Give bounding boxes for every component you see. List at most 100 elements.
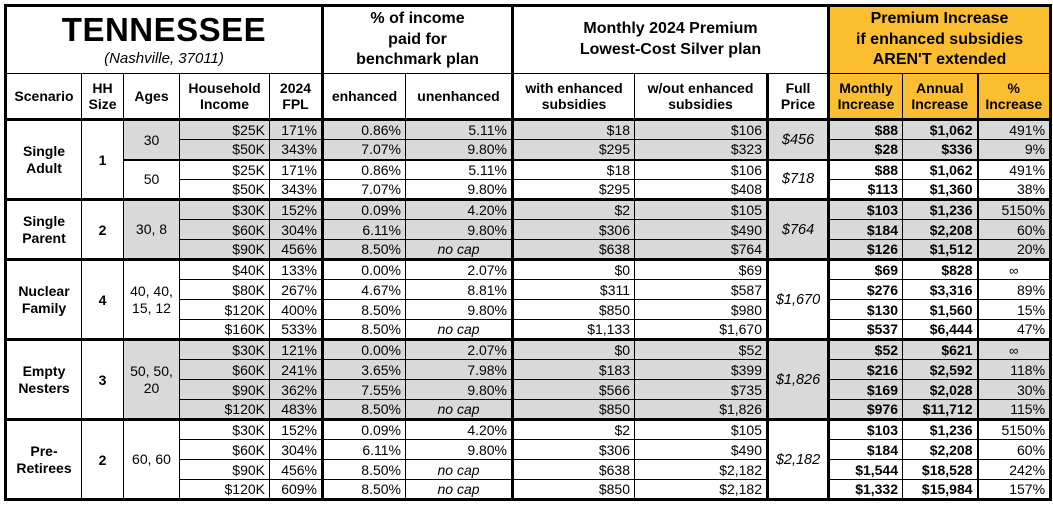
cell-enhanced: 8.50%	[321, 299, 406, 320]
col-header-pct-increase: % Increase	[976, 73, 1052, 121]
cell-annual: $2,208	[902, 219, 979, 240]
full-price: $1,670	[766, 258, 830, 340]
col-header-unenhanced: unenhanced	[404, 73, 514, 121]
cell-enhanced: 0.00%	[321, 258, 406, 280]
cell-monthly: $69	[827, 258, 904, 280]
table-row: 50 $25K 171% 0.86% 5.11% $18 $106 $718 $88 $1,062…	[6, 158, 1052, 200]
group-header-premium: Monthly 2024 Premium Lowest-Cost Silver …	[511, 5, 830, 74]
table-row: $120K 609% 8.50% no cap $850 $2,182 $1,332 $15,…	[6, 479, 1052, 500]
cell-pct: 20%	[976, 239, 1052, 260]
cell-enhanced: 8.50%	[321, 399, 406, 420]
cell-pct: 89%	[976, 279, 1052, 300]
cell-fpl: 456%	[269, 239, 323, 260]
col-header-annual-increase: Annual Increase	[902, 73, 979, 121]
table-row: Empty Nesters 3 50, 50, 20 $30K 121% 0.00% 2.0…	[5, 338, 1052, 420]
cell-unenhanced: 4.20%	[404, 418, 514, 440]
cell-income: $30K	[179, 198, 270, 220]
cell-with_sub: $0	[511, 258, 636, 280]
cell-with_sub: $183	[511, 359, 636, 380]
cell-unenhanced: no cap	[404, 479, 514, 500]
cell-monthly: $276	[827, 279, 904, 300]
col-header-ages: Ages	[123, 73, 180, 121]
scenario-name: Pre- Retirees	[5, 418, 82, 500]
cell-income: $80K	[179, 279, 270, 300]
cell-income: $50K	[179, 179, 270, 200]
col-header-household-income: Household Income	[179, 73, 270, 121]
cell-annual: $1,236	[902, 198, 979, 220]
cell-income: $25K	[179, 118, 270, 140]
cell-unenhanced: 9.80%	[404, 439, 514, 460]
cell-fpl: 171%	[269, 158, 323, 180]
scenario-name: Single Parent	[5, 198, 82, 260]
cell-fpl: 121%	[269, 338, 323, 360]
cell-monthly: $88	[827, 158, 904, 180]
cell-enhanced: 8.50%	[321, 319, 406, 340]
group-header-increase: Premium Increase if enhanced subsidies A…	[827, 5, 1052, 74]
cell-income: $120K	[179, 479, 270, 500]
cell-unenhanced: 5.11%	[404, 118, 514, 140]
cell-monthly: $126	[827, 239, 904, 260]
cell-wout_sub: $587	[634, 279, 769, 300]
cell-fpl: 171%	[269, 118, 323, 140]
cell-unenhanced: 2.07%	[404, 258, 514, 280]
table-row: $160K 533% 8.50% no cap $1,133 $1,670 $537 $6,4…	[6, 319, 1052, 340]
cell-annual: $1,360	[902, 179, 979, 200]
cell-with_sub: $850	[511, 299, 636, 320]
ages: 40, 40, 15, 12	[123, 258, 180, 340]
cell-wout_sub: $490	[634, 219, 769, 240]
cell-fpl: 343%	[269, 139, 323, 160]
cell-unenhanced: 8.81%	[404, 279, 514, 300]
table-row: $120K 483% 8.50% no cap $850 $1,826 $976 $11,71…	[6, 399, 1052, 420]
cell-unenhanced: no cap	[404, 239, 514, 260]
cell-income: $40K	[179, 258, 270, 280]
cell-with_sub: $18	[511, 118, 636, 140]
cell-income: $25K	[179, 158, 270, 180]
cell-annual: $18,528	[902, 459, 979, 480]
hh-size: 2	[81, 198, 124, 260]
full-price: $764	[766, 198, 830, 260]
cell-monthly: $184	[827, 439, 904, 460]
cell-pct: 38%	[976, 179, 1052, 200]
cell-pct: 157%	[976, 479, 1052, 500]
cell-enhanced: 8.50%	[321, 239, 406, 260]
cell-fpl: 343%	[269, 179, 323, 200]
cell-wout_sub: $106	[634, 118, 769, 140]
hh-size: 2	[81, 418, 124, 500]
col-header-enhanced: enhanced	[321, 73, 406, 121]
cell-unenhanced: no cap	[404, 399, 514, 420]
hh-size: 1	[81, 118, 124, 200]
cell-annual: $2,592	[902, 359, 979, 380]
cell-unenhanced: 7.98%	[404, 359, 514, 380]
cell-monthly: $103	[827, 198, 904, 220]
cell-fpl: 456%	[269, 459, 323, 480]
cell-annual: $1,560	[902, 299, 979, 320]
group-header-row: TENNESSEE (Nashville, 37011) % of income…	[5, 5, 1052, 74]
premium-table: TENNESSEE (Nashville, 37011) % of income…	[4, 4, 1053, 501]
cell-wout_sub: $1,670	[634, 319, 769, 340]
cell-income: $60K	[179, 439, 270, 460]
cell-with_sub: $566	[511, 379, 636, 400]
cell-income: $50K	[179, 139, 270, 160]
cell-annual: $828	[902, 258, 979, 280]
cell-annual: $3,316	[902, 279, 979, 300]
cell-with_sub: $638	[511, 239, 636, 260]
cell-unenhanced: 9.80%	[404, 379, 514, 400]
cell-pct: 5150%	[976, 198, 1052, 220]
cell-pct: 30%	[976, 379, 1052, 400]
cell-pct: 118%	[976, 359, 1052, 380]
cell-annual: $1,062	[902, 158, 979, 180]
cell-fpl: 609%	[269, 479, 323, 500]
ages: 30, 8	[123, 198, 180, 260]
cell-income: $120K	[179, 299, 270, 320]
cell-wout_sub: $69	[634, 258, 769, 280]
cell-income: $90K	[179, 459, 270, 480]
cell-fpl: 152%	[269, 198, 323, 220]
cell-enhanced: 0.00%	[321, 338, 406, 360]
col-header-with-subsidies: with enhanced subsidies	[511, 73, 636, 121]
hh-size: 4	[81, 258, 124, 340]
cell-unenhanced: 2.07%	[404, 338, 514, 360]
cell-pct: 47%	[976, 319, 1052, 340]
table-row: $60K 304% 6.11% 9.80% $306 $490 $184 $2,208 60%	[6, 439, 1052, 460]
cell-wout_sub: $323	[634, 139, 769, 160]
table-row: $60K 304% 6.11% 9.80% $306 $490 $184 $2,208 60%	[6, 219, 1052, 240]
